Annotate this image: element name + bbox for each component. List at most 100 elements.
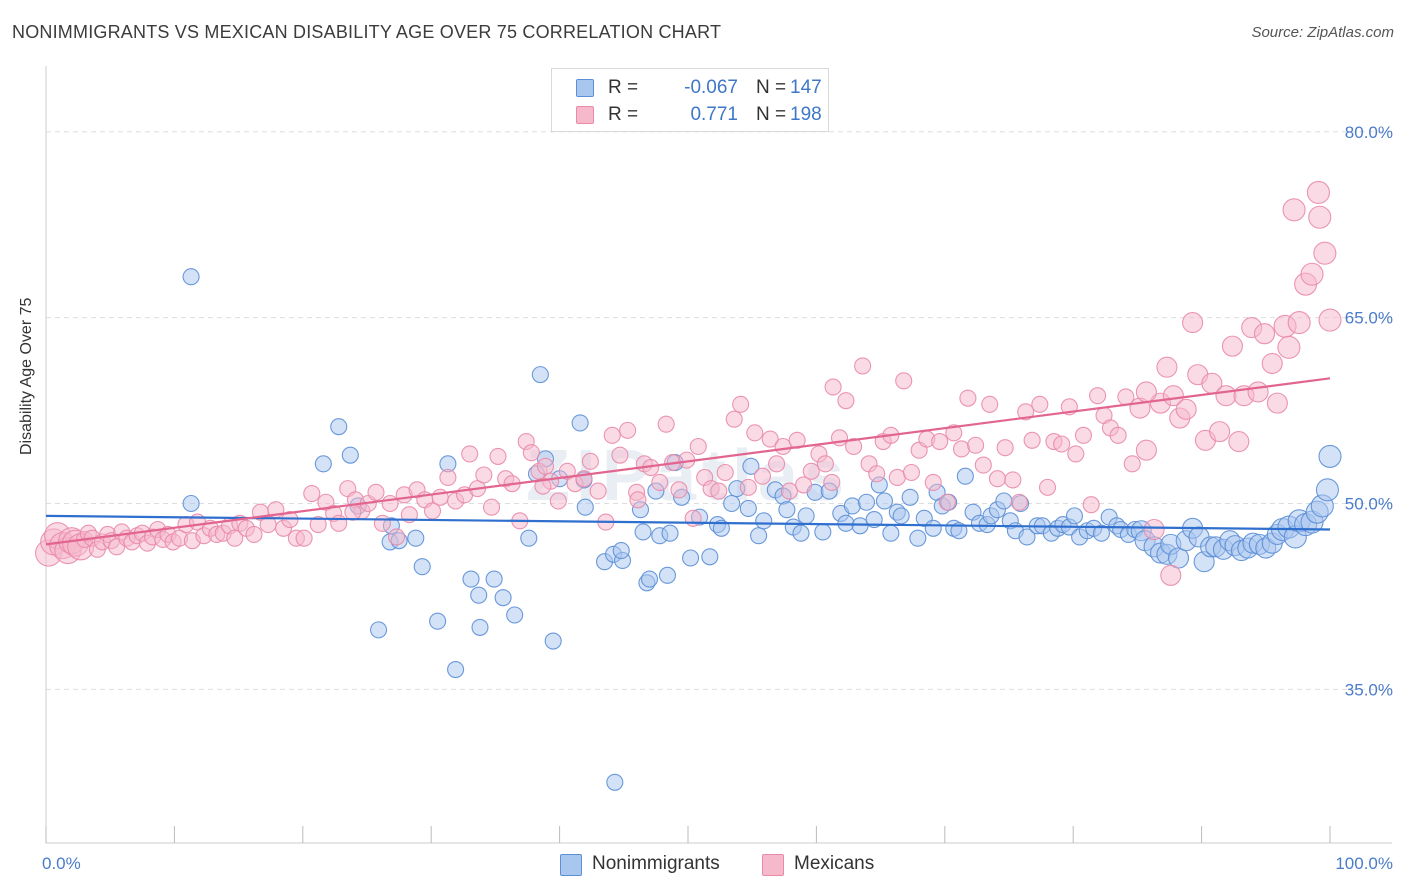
nonimmigrants-point <box>1092 524 1110 542</box>
mexicans-point <box>461 445 479 463</box>
mexicans-point <box>226 529 244 547</box>
nonimmigrants-point <box>544 632 562 650</box>
mexicans-point <box>988 470 1006 488</box>
nonimmigrants-point <box>330 418 348 436</box>
nonimmigrants-point <box>950 522 968 540</box>
mexicans-point <box>837 392 855 410</box>
nonimmigrants-point <box>576 498 594 516</box>
blue-swatch <box>576 79 594 97</box>
r-label: R = <box>608 104 639 125</box>
nonimmigrants-point <box>612 542 630 560</box>
mexicans-point <box>868 465 886 483</box>
mexicans-point <box>603 426 621 444</box>
mexicans-point <box>1313 241 1337 265</box>
mexicans-point <box>1266 392 1288 414</box>
mexicans-point <box>938 493 956 511</box>
mexicans-point <box>816 455 834 473</box>
mexicans-point <box>1082 496 1100 514</box>
nonimmigrants-point <box>182 268 200 286</box>
nonimmigrants-point <box>1318 444 1342 468</box>
nonimmigrants-point <box>447 660 465 679</box>
mexicans-point <box>1215 385 1237 407</box>
mexicans-point <box>1209 421 1231 443</box>
nonimmigrants-point <box>606 773 624 791</box>
nonimmigrants-point <box>995 492 1013 510</box>
mexicans-point <box>1287 311 1311 335</box>
mexicans-point <box>670 481 688 499</box>
mexicans-point <box>373 514 391 532</box>
mexicans-point <box>629 491 647 509</box>
nonimmigrants-point <box>682 549 700 567</box>
mexicans-point <box>611 446 629 464</box>
nonimmigrants-point <box>701 548 719 566</box>
nonimmigrants-point <box>742 457 760 475</box>
mexicans-point <box>344 503 362 521</box>
mexicans-point <box>780 482 798 500</box>
n-value: 198 <box>790 104 822 125</box>
mexicans-point <box>534 477 552 495</box>
x-tick-labels: 0.0% 100.0% <box>42 854 1393 873</box>
nonimmigrants-point <box>875 492 894 510</box>
mexicans-point <box>845 437 863 456</box>
nonimmigrants-point <box>571 414 589 432</box>
nonimmigrants-point <box>413 558 431 576</box>
mexicans-point <box>619 421 637 439</box>
mexicans-point <box>1247 381 1269 403</box>
mexicans-point <box>753 467 772 485</box>
nonimmigrants-point <box>506 606 524 624</box>
nonimmigrants-point <box>1315 478 1339 502</box>
mexicans-point <box>739 478 757 496</box>
mexicans-point <box>1162 385 1184 407</box>
blue-swatch <box>560 854 582 876</box>
y-tick-label: 80.0% <box>1345 123 1393 142</box>
x-tick-label: 100.0% <box>1335 854 1393 873</box>
nonimmigrants-point <box>909 529 927 547</box>
mexicans-point <box>746 424 764 442</box>
nonimmigrants-point <box>407 529 425 547</box>
nonimmigrants-point <box>924 519 942 537</box>
mexicans-point <box>996 439 1014 457</box>
mexicans-point <box>1031 395 1049 413</box>
mexicans-point <box>823 473 841 491</box>
y-tick-label: 65.0% <box>1345 309 1393 328</box>
nonimmigrants-point <box>640 570 659 588</box>
mexicans-point <box>1160 564 1182 586</box>
mexicans-point <box>854 357 872 375</box>
nonimmigrants-point <box>1065 507 1084 525</box>
axes <box>45 66 1392 844</box>
mexicans-point <box>1306 180 1330 205</box>
mexicans-point <box>439 468 457 487</box>
mexicans-point <box>482 498 501 516</box>
mexicans-point <box>1089 387 1107 405</box>
nonimmigrants-point <box>429 612 447 630</box>
mexicans-point <box>303 485 321 503</box>
nonimmigrants-point <box>182 494 200 513</box>
mexicans-point <box>1261 352 1283 375</box>
nonimmigrants-point <box>370 621 388 639</box>
mexicans-point <box>387 528 406 546</box>
nonimmigrants-point <box>755 512 773 530</box>
mexicans-point <box>1135 381 1157 403</box>
mexicans-point <box>945 424 963 442</box>
chart-title: NONIMMIGRANTS VS MEXICAN DISABILITY AGE … <box>12 22 722 42</box>
nonimmigrants-point <box>1167 547 1190 569</box>
mexicans-point <box>710 482 728 500</box>
mexicans-point <box>684 509 702 527</box>
nonimmigrants-point <box>712 519 730 537</box>
nonimmigrants-point <box>792 524 810 542</box>
mexicans-point <box>651 473 669 491</box>
mexicans-point <box>768 455 786 473</box>
n-label: N = <box>756 77 787 98</box>
mexicans-point <box>716 463 734 482</box>
r-label: R = <box>608 77 639 98</box>
mexicans-point <box>1228 430 1250 453</box>
mexicans-point <box>1221 335 1243 357</box>
nonimmigrants-point <box>797 507 815 525</box>
mexicans-point <box>581 452 599 470</box>
mexicans-point <box>1156 356 1178 378</box>
mexicans-point <box>689 437 707 456</box>
mexicans-point <box>1182 312 1204 334</box>
nonimmigrants-point <box>857 493 876 511</box>
trend-lines <box>45 377 1331 546</box>
